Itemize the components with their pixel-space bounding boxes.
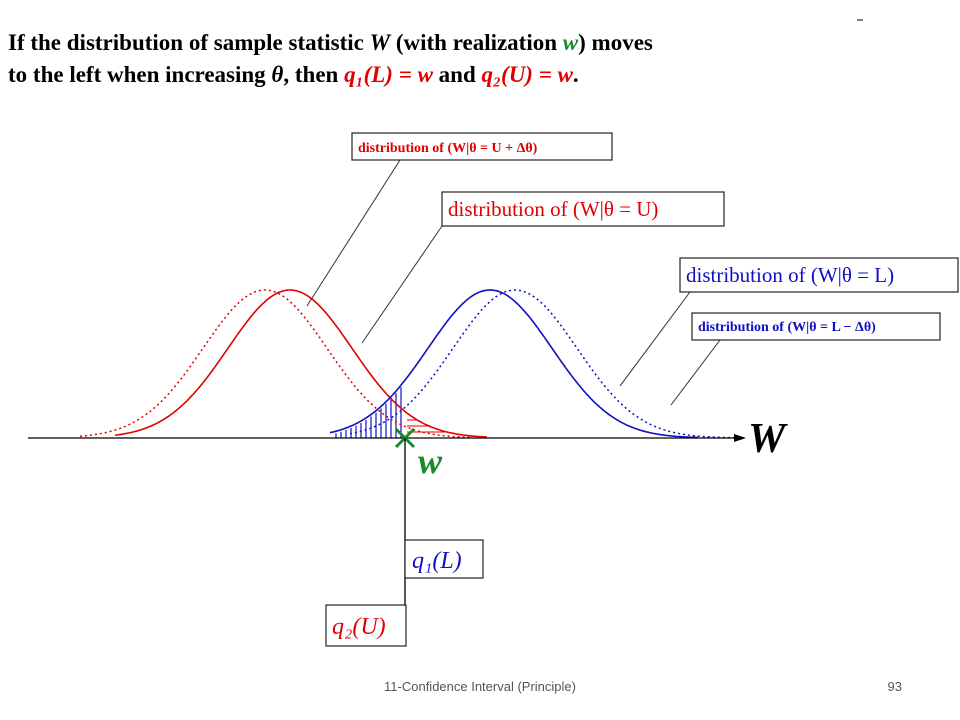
arrowhead (734, 434, 746, 442)
label-box (679, 257, 959, 293)
label: distribution of (W|θ = U + Δθ) (358, 141, 538, 156)
q-box (325, 604, 407, 647)
heading-line: to the left when increasing θ, then q₁(L… (8, 62, 579, 87)
q1-label: q₁(L) (412, 548, 462, 574)
label: distribution of (W|θ = U) (448, 197, 658, 221)
curves (79, 289, 742, 439)
q2-label: q₂(U) (332, 614, 386, 640)
page-number: 93 (888, 679, 902, 694)
label: distribution of (W|θ = L) (686, 263, 894, 287)
heading-text: and (433, 62, 482, 87)
label-box (441, 191, 725, 227)
heading-text: w (563, 30, 579, 55)
curve (79, 289, 471, 439)
curve (114, 289, 488, 438)
label: distribution of (W|θ = L − Δθ) (698, 320, 876, 335)
heading-text: ) moves (578, 30, 653, 55)
point-label: w (418, 441, 443, 481)
heading-text: If the distribution of sample statistic (8, 30, 370, 55)
heading-text: , then (283, 62, 344, 87)
heading-text: . (573, 62, 579, 87)
axis-label: W (748, 416, 788, 462)
curve (349, 289, 742, 439)
q-box (404, 539, 484, 579)
heading-text: W (370, 30, 392, 55)
heading-text: q₁(L) = w (344, 62, 433, 87)
label-box (351, 132, 613, 161)
curve (329, 289, 699, 439)
heading-text: θ (271, 62, 283, 87)
heading-text: q₂(U) = w (482, 62, 574, 87)
heading-text: (with realization (390, 30, 563, 55)
heading-text: to the left when increasing (8, 62, 271, 87)
heading-line: If the distribution of sample statistic … (8, 30, 653, 55)
pointers (306, 159, 721, 406)
label-box (691, 312, 941, 341)
footer-title: 11-Confidence Interval (Principle) (384, 679, 576, 694)
